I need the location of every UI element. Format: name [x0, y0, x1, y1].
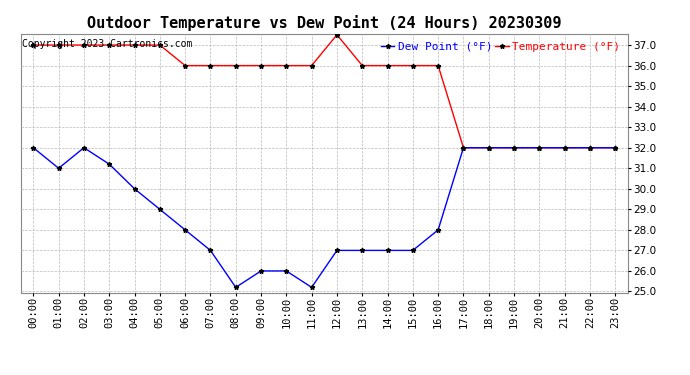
Legend: Dew Point (°F), Temperature (°F): Dew Point (°F), Temperature (°F)	[379, 39, 622, 54]
Text: Copyright 2023 Cartronics.com: Copyright 2023 Cartronics.com	[22, 39, 193, 49]
Title: Outdoor Temperature vs Dew Point (24 Hours) 20230309: Outdoor Temperature vs Dew Point (24 Hou…	[87, 15, 562, 31]
